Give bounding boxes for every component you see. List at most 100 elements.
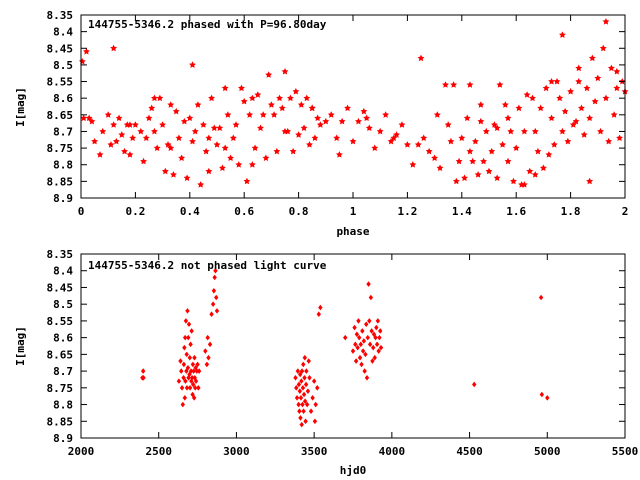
data-point bbox=[350, 348, 356, 354]
data-point bbox=[559, 127, 566, 135]
data-point bbox=[151, 127, 158, 135]
data-point bbox=[293, 374, 298, 381]
data-point bbox=[597, 127, 604, 135]
x-tick-label: 0 bbox=[78, 205, 85, 218]
data-point bbox=[523, 91, 531, 98]
data-point bbox=[316, 121, 324, 128]
data-point bbox=[211, 288, 217, 294]
data-point bbox=[186, 334, 191, 341]
y-tick: 8.7 bbox=[53, 365, 625, 378]
data-point bbox=[591, 97, 599, 105]
y-tick-label: 8.65 bbox=[47, 348, 74, 361]
data-point bbox=[182, 395, 188, 401]
data-point bbox=[88, 117, 96, 125]
y-tick-label: 8.9 bbox=[53, 432, 73, 445]
data-point bbox=[301, 391, 307, 398]
y-tick: 8.8 bbox=[53, 159, 625, 172]
data-point bbox=[333, 134, 341, 142]
data-point bbox=[312, 418, 318, 425]
y-tick: 8.55 bbox=[47, 76, 625, 89]
data-point bbox=[304, 368, 309, 374]
data-point bbox=[192, 354, 197, 361]
data-point bbox=[183, 318, 189, 324]
phased-light-curve-chart: 0 0.2 0.4 0.6 0.8 1 1.2 1.4 1.6 1.8 2 8.358.48.458… bbox=[14, 9, 629, 238]
data-point bbox=[338, 117, 346, 125]
data-point bbox=[205, 167, 213, 175]
data-point bbox=[442, 81, 449, 88]
x-tick: 0 bbox=[78, 15, 85, 218]
data-point bbox=[375, 318, 381, 324]
data-point bbox=[297, 388, 303, 394]
data-point bbox=[182, 344, 187, 351]
data-point bbox=[349, 137, 357, 145]
data-point bbox=[137, 127, 145, 135]
data-point bbox=[365, 124, 373, 132]
data-point bbox=[344, 104, 351, 112]
data-point bbox=[205, 134, 213, 142]
data-point bbox=[352, 324, 357, 331]
data-point bbox=[373, 334, 378, 341]
data-point bbox=[270, 111, 278, 118]
data-point bbox=[181, 361, 187, 368]
data-point bbox=[374, 341, 380, 348]
y-tick-label: 8.35 bbox=[47, 248, 74, 261]
unphased-plot-frame bbox=[80, 253, 626, 439]
data-point bbox=[520, 127, 528, 135]
data-point bbox=[583, 84, 591, 92]
data-point bbox=[466, 147, 474, 155]
data-point bbox=[322, 117, 330, 125]
y-tick-label: 8.7 bbox=[53, 365, 73, 378]
y-tick-label: 8.55 bbox=[47, 76, 74, 89]
x-tick-label: 0.4 bbox=[180, 205, 200, 218]
data-point bbox=[534, 147, 542, 155]
data-point bbox=[153, 144, 161, 151]
data-point bbox=[310, 395, 315, 401]
data-point bbox=[193, 385, 198, 391]
data-point bbox=[364, 374, 370, 381]
data-point bbox=[390, 134, 398, 142]
data-point bbox=[531, 127, 539, 135]
data-point bbox=[104, 111, 112, 118]
data-point bbox=[361, 338, 367, 344]
data-point bbox=[545, 395, 550, 401]
data-point bbox=[186, 114, 194, 122]
data-point bbox=[580, 131, 588, 138]
y-tick: 8.65 bbox=[47, 348, 625, 361]
data-point bbox=[214, 308, 220, 314]
data-point bbox=[99, 127, 107, 135]
data-point bbox=[167, 101, 175, 108]
y-tick: 8.65 bbox=[47, 109, 625, 122]
x-tick-label: 4500 bbox=[456, 445, 483, 458]
data-point bbox=[232, 121, 240, 128]
data-point bbox=[377, 334, 382, 341]
data-point bbox=[131, 121, 139, 128]
y-tick: 8.6 bbox=[53, 92, 625, 105]
y-tick-label: 8.4 bbox=[53, 26, 73, 39]
data-point bbox=[254, 91, 262, 98]
data-point bbox=[180, 117, 188, 125]
x-tick: 3000 bbox=[223, 254, 250, 458]
data-point bbox=[281, 67, 289, 75]
data-point bbox=[178, 154, 186, 161]
data-point bbox=[474, 171, 482, 178]
y-tick: 8.75 bbox=[47, 142, 625, 155]
data-point bbox=[493, 174, 501, 181]
data-point bbox=[316, 311, 322, 318]
data-point bbox=[170, 171, 177, 178]
data-point bbox=[602, 18, 610, 25]
data-point bbox=[142, 134, 150, 142]
phased-x-axis-label: phase bbox=[336, 225, 369, 238]
data-point bbox=[302, 398, 308, 404]
data-point bbox=[189, 137, 196, 145]
x-tick: 2 bbox=[622, 15, 628, 218]
data-point bbox=[219, 164, 226, 171]
data-point bbox=[297, 408, 302, 415]
data-point bbox=[303, 418, 308, 425]
data-point bbox=[613, 67, 621, 75]
y-tick-label: 8.7 bbox=[53, 125, 73, 138]
y-tick: 8.9 bbox=[53, 432, 625, 445]
data-point bbox=[303, 381, 309, 388]
data-point bbox=[308, 104, 316, 112]
data-point bbox=[192, 374, 197, 381]
data-point bbox=[187, 385, 193, 391]
